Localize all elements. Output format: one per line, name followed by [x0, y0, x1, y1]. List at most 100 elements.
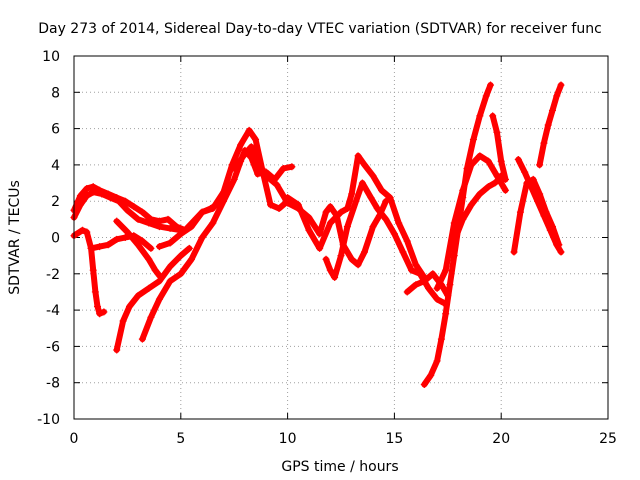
- data-point: [382, 215, 390, 223]
- data-point: [155, 295, 163, 303]
- data-point: [76, 201, 84, 209]
- data-point: [433, 357, 441, 365]
- data-point: [425, 284, 433, 292]
- data-point: [536, 161, 544, 169]
- data-point: [395, 219, 403, 227]
- data-point: [476, 112, 484, 120]
- data-point: [267, 201, 275, 209]
- data-point: [254, 159, 262, 167]
- x-tick-label: 5: [176, 431, 185, 447]
- data-point: [322, 208, 330, 216]
- data-point: [241, 150, 249, 158]
- data-point: [91, 288, 99, 296]
- series-line: [536, 82, 564, 168]
- data-point: [245, 126, 253, 134]
- data-point: [177, 230, 185, 238]
- data-point: [553, 241, 561, 249]
- data-point: [220, 188, 228, 196]
- data-point: [96, 310, 104, 318]
- data-point: [252, 135, 260, 143]
- data-point: [130, 203, 138, 211]
- data-point: [343, 223, 351, 231]
- data-point: [322, 255, 330, 263]
- data-point: [145, 255, 153, 263]
- data-point: [373, 204, 381, 212]
- data-point: [548, 106, 556, 114]
- data-point: [399, 248, 407, 256]
- series-line: [113, 218, 163, 279]
- data-point: [126, 302, 134, 310]
- data-point: [540, 139, 548, 147]
- x-tick-label: 15: [385, 431, 403, 447]
- y-tick-label: 8: [51, 85, 60, 101]
- data-point: [209, 219, 217, 227]
- x-tick-label: 25: [599, 431, 617, 447]
- data-point: [369, 223, 377, 231]
- data-point: [407, 266, 415, 274]
- data-point: [155, 223, 163, 231]
- data-point: [123, 206, 131, 214]
- data-point: [367, 194, 375, 202]
- data-point: [403, 288, 411, 296]
- data-point: [138, 335, 146, 343]
- data-point: [76, 192, 84, 200]
- data-point: [427, 371, 435, 379]
- data-point: [390, 230, 398, 238]
- data-point: [83, 228, 91, 236]
- series-trace-18: [514, 155, 565, 256]
- series-line: [404, 270, 451, 299]
- data-point: [83, 192, 91, 200]
- data-point: [220, 197, 228, 205]
- data-point: [420, 277, 428, 285]
- data-point: [489, 112, 497, 120]
- data-point: [557, 81, 565, 89]
- data-point: [166, 277, 174, 285]
- data-point: [279, 165, 287, 173]
- data-point: [467, 201, 475, 209]
- series-trace-8: [155, 126, 292, 251]
- data-point: [326, 219, 334, 227]
- data-point: [89, 266, 97, 274]
- data-point: [484, 157, 492, 165]
- data-point: [450, 252, 458, 260]
- data-point: [469, 135, 477, 143]
- data-point: [491, 179, 499, 187]
- data-point: [416, 270, 424, 278]
- data-point: [104, 241, 112, 249]
- data-point: [446, 281, 454, 289]
- series-trace-19: [536, 81, 565, 169]
- data-point: [284, 194, 292, 202]
- y-tick-label: -2: [46, 267, 60, 283]
- y-tick-label: -4: [46, 303, 60, 319]
- data-point: [134, 215, 142, 223]
- data-point: [487, 81, 495, 89]
- x-tick-label: 20: [492, 431, 510, 447]
- data-point: [354, 152, 362, 160]
- data-point: [527, 183, 535, 191]
- series-trace-3: [70, 226, 108, 318]
- data-point: [305, 226, 313, 234]
- y-tick-label: 4: [51, 158, 60, 174]
- data-point: [113, 235, 121, 243]
- series-line: [231, 143, 389, 268]
- y-axis-label: SDTVAR / TECUs: [7, 180, 23, 295]
- data-point: [147, 313, 155, 321]
- data-point: [482, 92, 490, 100]
- data-point: [358, 179, 366, 187]
- data-point: [113, 217, 121, 225]
- data-point: [403, 237, 411, 245]
- data-point: [166, 263, 174, 271]
- data-point: [348, 190, 356, 198]
- data-point: [354, 261, 362, 269]
- data-point: [534, 197, 542, 205]
- data-point: [412, 261, 420, 269]
- data-point: [326, 203, 334, 211]
- series-trace-2: [70, 188, 185, 234]
- data-point: [557, 248, 565, 256]
- x-tick-label: 10: [279, 431, 297, 447]
- data-series: [70, 81, 565, 389]
- data-point: [433, 295, 441, 303]
- data-point: [352, 197, 360, 205]
- x-tick-label: 0: [70, 431, 79, 447]
